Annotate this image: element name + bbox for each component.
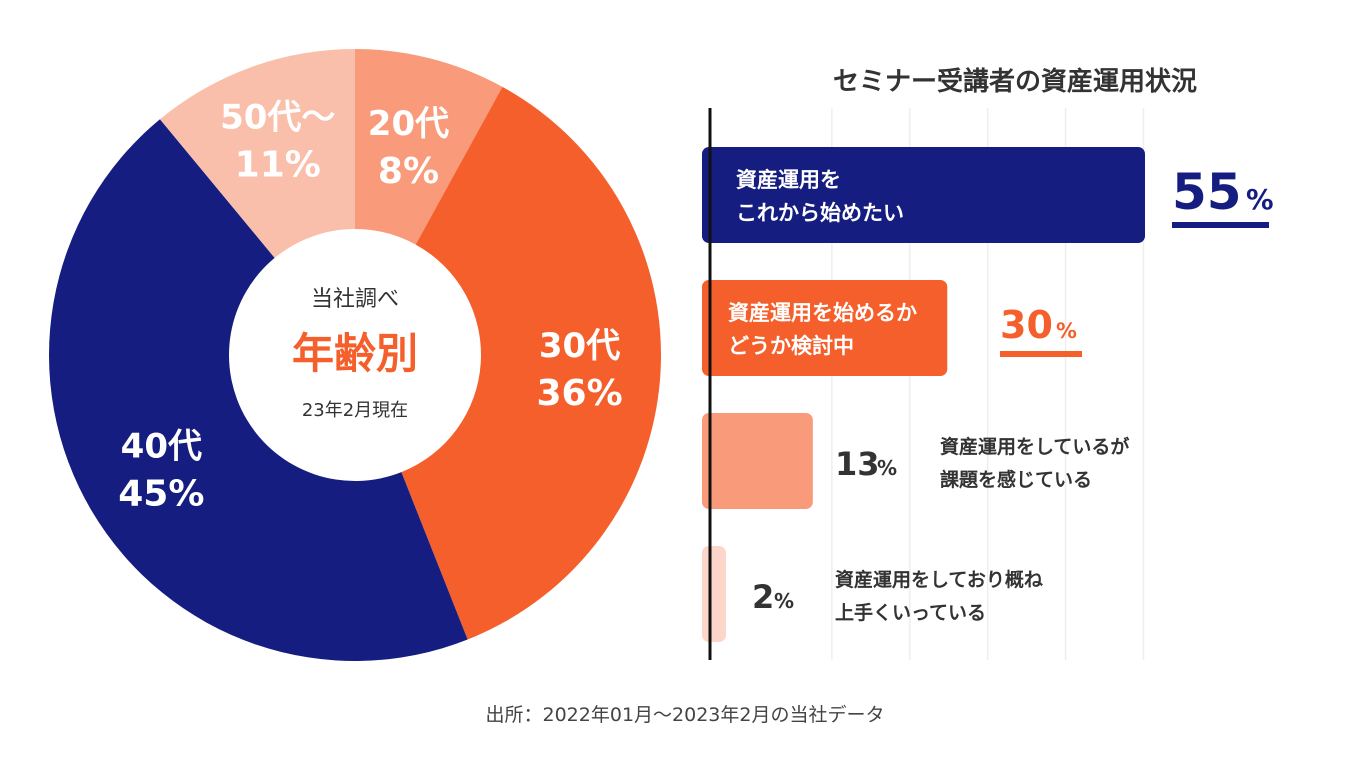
bar-unit-1: % [1246, 184, 1274, 216]
bar-unit-4: % [774, 589, 794, 613]
bar-label-2-line2: どうか検討中 [728, 334, 854, 358]
pie-value-3: 45% [118, 474, 204, 515]
bar-value-3: 13 [835, 445, 880, 483]
bar-1 [702, 147, 1145, 243]
bar-value-underline-1 [1172, 222, 1269, 228]
pie-slice-4 [159, 49, 355, 258]
bar-unit-3: % [877, 456, 897, 480]
pie-slice-1 [355, 49, 503, 245]
bar-label-4-line2: 上手くいっている [835, 601, 986, 624]
bar-3 [702, 413, 813, 509]
pie-label-1: 20代 [368, 104, 449, 144]
bar-4 [702, 546, 726, 642]
bar-2 [702, 280, 948, 376]
bar-label-1-line1: 資産運用を [736, 168, 841, 192]
pie-label-3: 40代 [121, 427, 202, 467]
bar-unit-2: % [1056, 319, 1077, 343]
bar-label-3-line1: 資産運用をしているが [940, 435, 1129, 458]
source-note: 出所：2022年01月～2023年2月の当社データ [485, 704, 885, 726]
pie-label-2: 30代 [539, 326, 620, 366]
pie-label-4: 50代～ [220, 97, 335, 137]
bar-value-underline-2 [1000, 351, 1082, 357]
pie-center-hole [231, 231, 479, 479]
pie-slice-3 [48, 119, 468, 661]
bar-value-2: 30 [1000, 303, 1053, 347]
pie-value-2: 36% [536, 373, 622, 414]
bar-label-3-line2: 課題を感じている [940, 468, 1092, 491]
bar-label-4-line1: 資産運用をしており概ね [835, 568, 1043, 591]
bar-chart-title: セミナー受講者の資産運用状況 [833, 66, 1197, 97]
pie-center-top: 当社調べ [311, 287, 399, 312]
bar-value-1: 55 [1172, 163, 1242, 221]
pie-center-main: 年齢別 [292, 329, 418, 378]
bar-value-4: 2 [752, 578, 774, 616]
pie-value-4: 11% [235, 144, 321, 185]
pie-value-1: 8% [378, 151, 439, 192]
bar-label-1-line2: これから始めたい [736, 201, 904, 225]
pie-slice-2 [401, 86, 661, 640]
pie-center-bottom: 23年2月現在 [302, 400, 408, 421]
bar-label-2-line1: 資産運用を始めるか [728, 301, 917, 325]
